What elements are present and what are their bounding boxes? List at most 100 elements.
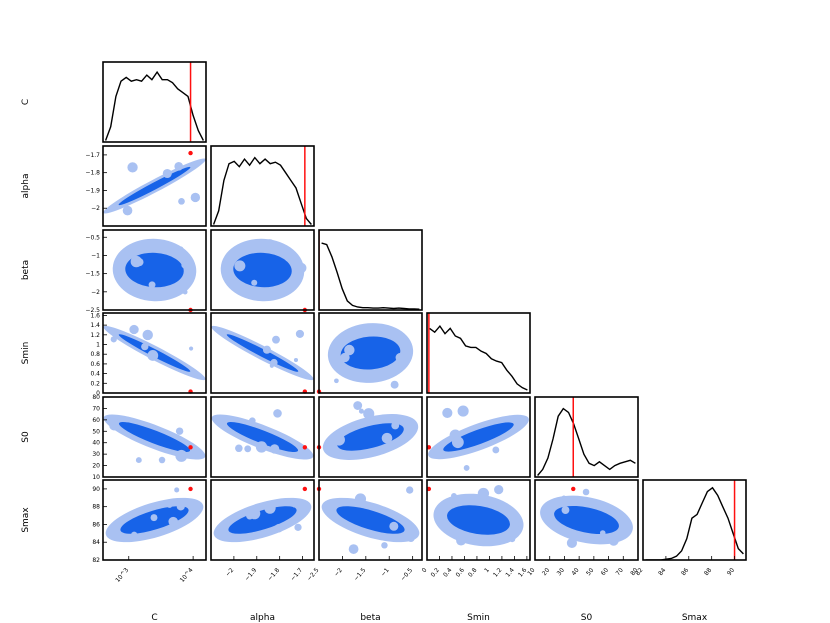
y-tick-label-Smin: 0	[96, 390, 100, 397]
contour-fleck	[178, 197, 185, 205]
contour-inner	[118, 166, 191, 206]
y-tick-label-Smin: 0.2	[90, 380, 100, 387]
contour-fleck	[147, 350, 159, 361]
contours-Smax-vs-Smin	[433, 484, 524, 547]
contour-fleck	[175, 449, 188, 462]
contour-inner	[226, 334, 299, 372]
contour-fleck	[109, 417, 118, 426]
y-tick-label-Smax: 82	[92, 557, 100, 564]
panel-frame	[210, 145, 315, 227]
marginal-beta	[321, 242, 420, 310]
contour-inner	[447, 505, 510, 535]
contour-inner	[226, 421, 299, 453]
y-tick-label-Smax: 90	[92, 486, 100, 493]
contour-fleck	[293, 357, 299, 363]
contours-Smin-vs-C	[103, 324, 206, 381]
x-tick-label-S0: 20	[541, 567, 551, 577]
x-tick-label-beta: −1	[380, 567, 391, 578]
panel-S0-vs-Smin	[426, 396, 531, 478]
contour-fleck	[175, 427, 184, 435]
contour-fleck	[244, 445, 252, 453]
contours-Smin-vs-alpha	[211, 325, 314, 381]
y-tick-label-alpha: −2	[91, 205, 100, 212]
contours-Smax-vs-C	[105, 487, 204, 543]
y-tick-label-S0: 10	[92, 474, 100, 481]
truth-point	[302, 486, 308, 492]
panel-frame	[426, 479, 531, 561]
contour-fleck	[235, 444, 243, 453]
panel-frame	[210, 229, 315, 311]
y-axis-label-alpha: alpha	[21, 174, 31, 199]
contour-fleck	[174, 487, 180, 493]
y-tick-label-beta: −1.5	[85, 271, 100, 278]
contour-fleck	[122, 205, 133, 216]
x-tick-label-S0: 40	[570, 567, 580, 577]
contour-fleck	[354, 493, 367, 505]
contour-fleck	[389, 521, 399, 531]
contours-Smax-vs-beta	[321, 486, 420, 554]
y-tick-label-alpha: −1.9	[85, 187, 100, 194]
panel-frame	[534, 396, 639, 478]
contour-inner	[554, 505, 619, 535]
y-tick-label-beta: −1	[91, 252, 100, 259]
panel-frame	[102, 145, 207, 227]
contour-fleck	[295, 329, 305, 338]
contour-fleck	[255, 441, 268, 453]
contour-inner	[337, 423, 404, 451]
x-tick-label-S0: 30	[556, 567, 566, 577]
contour-fleck	[274, 523, 284, 533]
x-tick-label-Smax: 88	[703, 567, 713, 577]
contours-beta-vs-alpha	[220, 238, 307, 302]
contour-fleck	[566, 537, 578, 549]
y-tick-label-Smin: 1.2	[90, 332, 100, 339]
contour-fleck	[272, 335, 280, 344]
truth-point	[188, 445, 193, 450]
contour-fleck	[334, 378, 339, 384]
y-axis-label-C: C	[21, 99, 31, 105]
contour-fleck	[599, 530, 606, 536]
panel-C-vs-C	[102, 61, 207, 143]
x-tick-label-beta: −0.5	[399, 567, 414, 583]
contour-fleck	[333, 433, 345, 446]
contours-S0-vs-beta	[322, 401, 419, 460]
contour-fleck	[262, 345, 271, 354]
x-axis-label-beta: beta	[360, 613, 380, 623]
y-tick-label-beta: −2	[91, 289, 100, 296]
contour-fleck	[135, 457, 142, 464]
panel-Smin-vs-Smin	[426, 312, 531, 394]
contour-fleck	[582, 488, 590, 496]
panel-frame	[102, 229, 207, 311]
contour-fleck	[457, 405, 469, 417]
panel-Smax-vs-beta: −2.5 −2 −1.5 −1 −0.5	[306, 479, 423, 583]
contour-fleck	[292, 503, 297, 508]
contour-fleck	[273, 409, 282, 418]
y-tick-label-S0: 20	[92, 463, 100, 470]
contours-beta-vs-C	[112, 238, 197, 302]
contour-inner	[233, 252, 292, 288]
contour-fleck	[391, 421, 400, 430]
contour-fleck	[344, 344, 355, 356]
contour-fleck	[189, 346, 194, 351]
panel-Smax-vs-alpha: −2 −1.9 −1.8 −1.7	[210, 479, 315, 583]
x-tick-label-S0: 10	[526, 567, 536, 577]
panel-frame	[318, 229, 423, 311]
contour-fleck	[492, 446, 500, 454]
y-axis-label-Smin: Smin	[21, 342, 31, 365]
panel-frame	[426, 312, 531, 394]
panel-frame	[318, 312, 423, 394]
contours-Smax-vs-S0	[540, 488, 633, 549]
contour-fleck	[284, 253, 293, 262]
x-tick-label-S0: 70	[615, 567, 625, 577]
y-tick-label-S0: 30	[92, 451, 100, 458]
y-axis-label-Smax: Smax	[21, 507, 31, 533]
contour-fleck	[353, 401, 363, 410]
x-axis-label-C: C	[151, 613, 157, 623]
marginal-Smin	[429, 324, 528, 391]
panel-frame	[534, 479, 639, 561]
panel-S0-vs-beta	[316, 396, 423, 478]
x-tick-label-alpha: −1.7	[289, 567, 304, 583]
y-tick-label-Smin: 1	[96, 342, 100, 349]
contours-alpha-vs-C	[103, 158, 206, 216]
